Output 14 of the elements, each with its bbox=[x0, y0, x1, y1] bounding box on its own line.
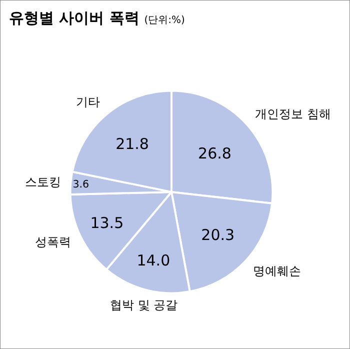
data-label: 26.8 bbox=[198, 144, 232, 162]
data-label: 14.0 bbox=[136, 252, 170, 270]
slice-label: 명예훼손 bbox=[253, 264, 301, 278]
data-label: 20.3 bbox=[201, 226, 235, 244]
data-label: 13.5 bbox=[90, 214, 124, 232]
data-label: 21.8 bbox=[116, 134, 149, 153]
chart-title: 유형별 사이버 폭력 bbox=[9, 9, 140, 27]
slice-label: 개인정보 침해 bbox=[255, 107, 331, 121]
slice-label: 기타 bbox=[76, 95, 100, 109]
data-label: 3.6 bbox=[72, 178, 90, 190]
slice-label: 스토킹 bbox=[25, 175, 61, 189]
chart-subtitle: (단위:%) bbox=[144, 15, 186, 26]
slice-label: 협박 및 공갈 bbox=[110, 298, 178, 312]
slice-label: 성폭력 bbox=[35, 235, 71, 249]
